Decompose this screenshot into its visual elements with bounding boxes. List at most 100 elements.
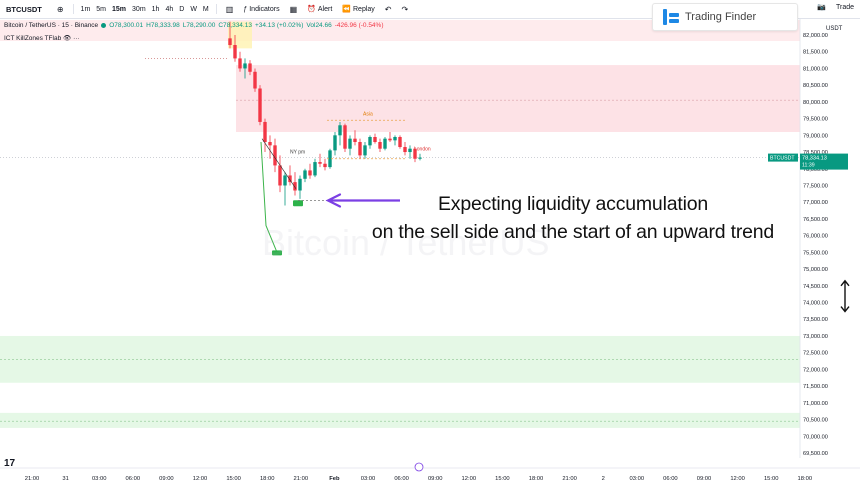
candle-body xyxy=(233,45,237,59)
price-tick-label: 74,500.00 xyxy=(803,284,828,290)
trade-button[interactable]: Trade xyxy=(835,3,854,11)
time-tick-label: 03:00 xyxy=(92,476,107,482)
price-tick-label: 78,000.00 xyxy=(803,167,828,173)
time-tick-label: 03:00 xyxy=(361,476,376,482)
time-tick-label: 06:00 xyxy=(394,476,409,482)
time-tick-label: 06:00 xyxy=(126,476,141,482)
price-tick-label: 71,500.00 xyxy=(803,384,828,390)
legend-volume: Vol24.66 xyxy=(306,22,332,29)
toolbar-divider xyxy=(215,4,217,14)
replay-label: Replay xyxy=(353,5,375,13)
indicator-name: ICT KillZones TFlab xyxy=(4,35,62,42)
candle-body xyxy=(403,147,407,153)
undo-icon[interactable]: ↶ xyxy=(384,4,392,14)
swing-leg-line xyxy=(260,141,278,253)
candle-body xyxy=(268,142,272,146)
legend-extra: -426.96 (-0.54%) xyxy=(334,22,384,29)
alert-button[interactable]: ⏰ Alert xyxy=(307,5,333,14)
trading-finder-logo-icon xyxy=(663,9,679,25)
time-tick-label: 09:00 xyxy=(428,476,443,482)
logo-text: Trading Finder xyxy=(685,11,757,23)
timeframe-D[interactable]: D xyxy=(179,5,185,13)
price-tick-label: 77,500.00 xyxy=(803,183,828,189)
camera-icon[interactable]: 📷 xyxy=(817,4,826,11)
current-price-value: 78,334.13 xyxy=(802,156,827,162)
price-tick-label: 72,500.00 xyxy=(803,351,828,357)
price-tick-label: 73,000.00 xyxy=(803,334,828,340)
legend-low: L78,290.00 xyxy=(182,22,216,29)
asia-label: Asia xyxy=(363,111,373,117)
time-tick-label: 21:00 xyxy=(562,476,577,482)
add-symbol-icon[interactable]: ⊕ xyxy=(56,4,64,14)
annotation-text: Expecting liquidity accumulation on the … xyxy=(328,190,818,246)
symbol-price-tag xyxy=(768,153,798,162)
annotation-line-2: on the sell side and the start of an upw… xyxy=(371,221,775,243)
timeframe-W[interactable]: W xyxy=(190,5,197,13)
currency-label[interactable]: USDT xyxy=(826,26,843,32)
symbol-search[interactable]: BTCUSDT xyxy=(6,4,42,14)
candle-body xyxy=(263,121,267,143)
price-tick-label: 80,500.00 xyxy=(803,83,828,89)
low-marker-2 xyxy=(293,200,303,207)
candle-body xyxy=(343,125,347,149)
resize-cursor-icon-top xyxy=(840,279,850,287)
timeframe-M[interactable]: M xyxy=(202,5,209,13)
alert-label: Alert xyxy=(317,5,333,13)
price-chart[interactable]: NY pm Asia London 82,000.00 81,500.00 81,000.… xyxy=(0,18,860,484)
time-tick-label: 18:00 xyxy=(529,476,544,482)
candle-body xyxy=(353,138,357,143)
price-tick-label: 79,000.00 xyxy=(803,133,828,139)
time-tick-label: 09:00 xyxy=(159,476,174,482)
trend-line xyxy=(261,138,297,189)
toolbar-right: 📷 Trade xyxy=(817,3,854,12)
indicator-more-icon[interactable]: ··· xyxy=(73,35,80,42)
go-to-realtime-icon[interactable] xyxy=(414,462,424,472)
layout-icon[interactable]: ▦ xyxy=(289,4,298,14)
london-label: London xyxy=(414,146,431,152)
time-tick-label: 21:00 xyxy=(25,476,40,482)
time-tick-label: 21:00 xyxy=(294,476,309,482)
ny-pm-label: NY pm xyxy=(290,150,305,156)
candle-body xyxy=(308,170,312,176)
indicator-eye-icon[interactable]: 👁 xyxy=(63,35,72,42)
toolbar-divider xyxy=(72,4,74,14)
candle-body xyxy=(408,148,412,153)
timeframe-1h[interactable]: 1h xyxy=(151,5,160,13)
timeframe-5m[interactable]: 5m xyxy=(96,5,107,13)
legend-open: O78,300.01 xyxy=(109,22,144,29)
redo-icon[interactable]: ↷ xyxy=(401,4,409,14)
candle-body xyxy=(303,170,307,179)
candle-body xyxy=(278,165,282,186)
legend-high: H78,333.98 xyxy=(146,22,180,29)
resize-cursor-icon-bottom xyxy=(840,306,850,313)
indicator-legend[interactable]: ICT KillZones TFlab 👁 ··· xyxy=(4,34,80,42)
candle-body xyxy=(253,71,257,89)
indicators-button[interactable]: ƒ Indicators xyxy=(243,6,279,13)
top-supply-zone xyxy=(0,20,800,41)
time-tick-label: Feb xyxy=(329,476,340,482)
candle-body xyxy=(388,138,392,141)
tradingview-logo-icon: 17 xyxy=(4,458,16,469)
replay-button[interactable]: ⏪ Replay xyxy=(342,5,375,14)
price-tick-label: 81,500.00 xyxy=(803,50,828,56)
timeframe-15m[interactable]: 15m xyxy=(112,5,127,13)
price-tick-label: 76,000.00 xyxy=(803,234,828,240)
supply-zone xyxy=(236,65,800,132)
timeframe-30m[interactable]: 30m xyxy=(132,5,146,13)
timeframe-4h[interactable]: 4h xyxy=(165,5,174,13)
candle-body xyxy=(298,178,302,191)
candle-body xyxy=(383,138,387,149)
price-tick-label: 79,500.00 xyxy=(803,117,828,123)
timeframe-1m[interactable]: 1m xyxy=(80,5,91,13)
trading-finder-logo: Trading Finder xyxy=(652,3,798,31)
demand-zone-lower xyxy=(0,412,800,428)
price-tick-label: 81,000.00 xyxy=(803,66,828,72)
current-price-tag xyxy=(800,153,848,170)
symbol-price-tag-label: BTCUSDT xyxy=(770,156,795,162)
price-tick-label: 75,000.00 xyxy=(803,267,828,273)
time-tick-label: 15:00 xyxy=(495,476,510,482)
candle-body xyxy=(333,135,337,151)
candle-body xyxy=(228,38,232,46)
price-tick-label: 75,500.00 xyxy=(803,250,828,256)
candle-type-icon[interactable]: ▥ xyxy=(225,4,234,14)
